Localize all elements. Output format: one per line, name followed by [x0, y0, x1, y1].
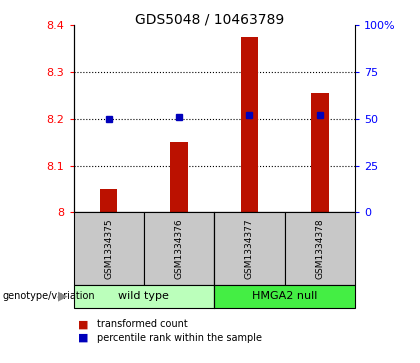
- Text: wild type: wild type: [118, 291, 169, 301]
- Text: GSM1334375: GSM1334375: [104, 218, 113, 279]
- Bar: [100, 189, 118, 212]
- Text: GSM1334376: GSM1334376: [175, 218, 184, 279]
- Text: genotype/variation: genotype/variation: [2, 291, 95, 301]
- Text: transformed count: transformed count: [97, 319, 187, 329]
- Text: ▶: ▶: [58, 290, 68, 303]
- Text: HMGA2 null: HMGA2 null: [252, 291, 317, 301]
- Bar: [311, 93, 328, 212]
- Text: ■: ■: [78, 319, 88, 329]
- Text: GSM1334378: GSM1334378: [315, 218, 324, 279]
- Bar: [170, 142, 188, 212]
- Bar: [241, 37, 258, 212]
- Text: GSM1334377: GSM1334377: [245, 218, 254, 279]
- Text: GDS5048 / 10463789: GDS5048 / 10463789: [135, 13, 285, 27]
- Text: percentile rank within the sample: percentile rank within the sample: [97, 333, 262, 343]
- Text: ■: ■: [78, 333, 88, 343]
